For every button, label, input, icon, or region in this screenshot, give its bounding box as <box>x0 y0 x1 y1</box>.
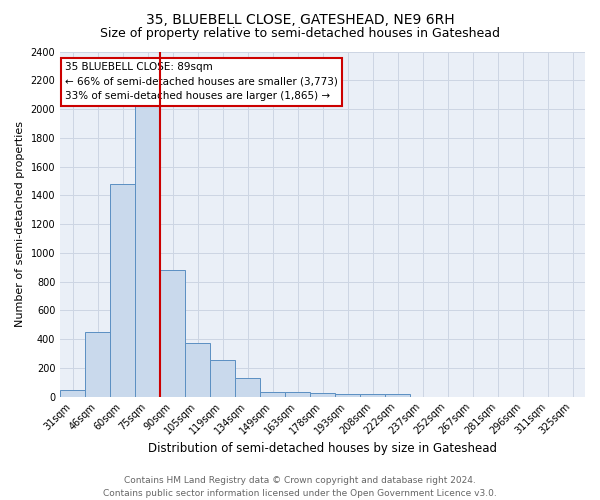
Bar <box>185 344 210 396</box>
Text: Contains HM Land Registry data © Crown copyright and database right 2024.
Contai: Contains HM Land Registry data © Crown c… <box>103 476 497 498</box>
Bar <box>385 394 410 396</box>
Bar <box>360 394 385 396</box>
Bar <box>285 392 310 396</box>
Bar <box>210 360 235 397</box>
Text: Size of property relative to semi-detached houses in Gateshead: Size of property relative to semi-detach… <box>100 28 500 40</box>
Bar <box>110 184 135 396</box>
Bar <box>135 104 160 397</box>
Bar <box>60 390 85 396</box>
Bar <box>310 393 335 396</box>
Bar <box>260 392 285 396</box>
Bar <box>235 378 260 396</box>
Bar <box>85 332 110 396</box>
X-axis label: Distribution of semi-detached houses by size in Gateshead: Distribution of semi-detached houses by … <box>148 442 497 455</box>
Text: 35 BLUEBELL CLOSE: 89sqm
← 66% of semi-detached houses are smaller (3,773)
33% o: 35 BLUEBELL CLOSE: 89sqm ← 66% of semi-d… <box>65 62 338 102</box>
Bar <box>335 394 360 396</box>
Y-axis label: Number of semi-detached properties: Number of semi-detached properties <box>15 121 25 327</box>
Bar <box>160 270 185 396</box>
Text: 35, BLUEBELL CLOSE, GATESHEAD, NE9 6RH: 35, BLUEBELL CLOSE, GATESHEAD, NE9 6RH <box>146 12 454 26</box>
